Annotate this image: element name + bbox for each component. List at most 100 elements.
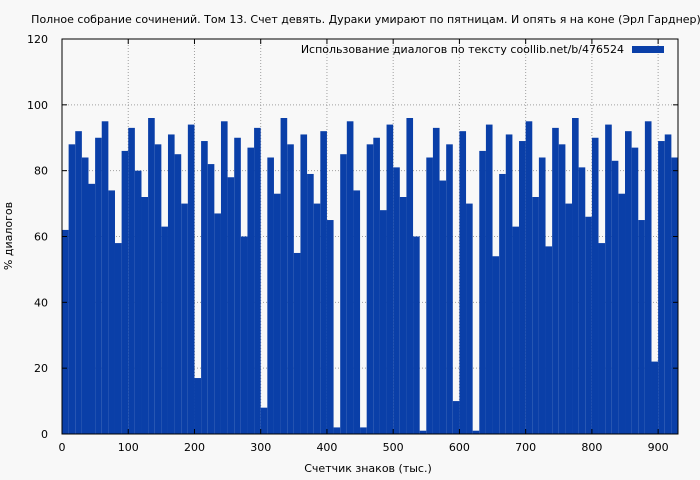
bar <box>426 157 433 434</box>
bar <box>340 154 347 435</box>
bar <box>333 427 341 434</box>
bar <box>128 127 135 434</box>
bar-series <box>62 118 678 435</box>
bar <box>565 203 573 434</box>
bar <box>446 144 453 435</box>
bar <box>187 124 195 434</box>
bar <box>386 124 394 434</box>
bar <box>181 203 188 434</box>
bar <box>121 150 129 434</box>
bar <box>353 190 361 434</box>
bar <box>492 256 500 434</box>
bar <box>141 197 149 434</box>
bar <box>108 190 115 434</box>
bar <box>207 164 215 435</box>
y-axis-label: % диалогов <box>2 202 15 270</box>
bar <box>452 401 460 434</box>
x-axis: 0 100 200 300 400 500 600 700 800 900 <box>59 39 669 454</box>
bar <box>194 378 202 434</box>
bar <box>578 167 586 434</box>
y-tick-label: 40 <box>34 296 48 309</box>
bar <box>379 210 387 434</box>
x-tick-label: 600 <box>449 441 470 454</box>
x-axis-label: Счетчик знаков (тыс.) <box>304 462 432 475</box>
bar <box>519 141 526 434</box>
bar <box>631 147 639 434</box>
x-tick-label: 800 <box>581 441 602 454</box>
bar <box>625 131 632 434</box>
bar <box>538 157 546 434</box>
bar <box>638 220 645 434</box>
bar <box>68 144 76 435</box>
bar <box>479 150 486 434</box>
bar <box>114 243 122 434</box>
legend: Использование диалогов по тексту coollib… <box>301 43 664 56</box>
bar <box>525 121 533 435</box>
bar <box>366 144 374 435</box>
bar <box>75 131 82 434</box>
bar <box>287 144 294 435</box>
y-tick-label: 60 <box>34 231 48 244</box>
legend-swatch <box>632 46 664 53</box>
bar <box>280 118 288 434</box>
bar <box>611 160 619 434</box>
bar <box>512 226 520 434</box>
bar <box>260 407 268 434</box>
bar <box>399 197 407 434</box>
x-tick-label: 500 <box>383 441 404 454</box>
bar <box>313 203 321 434</box>
y-tick-label: 20 <box>34 362 48 375</box>
bar <box>393 167 400 434</box>
x-tick-label: 400 <box>316 441 337 454</box>
bar <box>419 430 427 434</box>
bar <box>591 137 599 434</box>
x-tick-label: 300 <box>250 441 271 454</box>
bar <box>247 147 255 434</box>
bar <box>572 118 579 434</box>
bar <box>273 193 281 434</box>
bar <box>95 137 102 434</box>
bar <box>644 121 652 435</box>
bar <box>618 193 626 434</box>
x-tick-label: 0 <box>59 441 66 454</box>
bar <box>360 427 367 434</box>
bar <box>598 243 606 434</box>
bar <box>240 236 248 434</box>
y-tick-label: 80 <box>34 165 48 178</box>
bar <box>300 134 308 435</box>
bar <box>664 134 672 435</box>
bar <box>148 118 155 434</box>
bar <box>439 180 447 434</box>
chart-title: Полное собрание сочинений. Том 13. Счет … <box>31 13 700 26</box>
bar <box>174 154 182 435</box>
bar <box>552 127 559 434</box>
bar <box>254 127 261 434</box>
bar <box>532 197 539 434</box>
bar <box>201 141 208 434</box>
bar <box>220 121 228 435</box>
bar <box>505 134 513 435</box>
y-tick-label: 0 <box>41 428 48 441</box>
bar <box>485 124 493 434</box>
x-tick-label: 900 <box>648 441 669 454</box>
bar <box>651 361 659 434</box>
x-tick-label: 200 <box>184 441 205 454</box>
bar <box>307 173 314 435</box>
bar <box>320 131 327 434</box>
bar <box>161 226 168 434</box>
bar <box>545 246 553 434</box>
bar <box>346 121 354 435</box>
bar <box>167 134 175 435</box>
bar <box>406 118 414 434</box>
bar <box>558 144 566 435</box>
bar <box>585 216 592 434</box>
y-tick-label: 120 <box>27 33 48 46</box>
bar <box>499 173 506 435</box>
bar <box>154 144 162 435</box>
bar <box>472 430 480 434</box>
bar <box>605 124 612 434</box>
y-axis: 0 20 40 60 80 100 120 <box>27 33 678 441</box>
bar <box>413 236 420 434</box>
bar <box>658 141 665 434</box>
